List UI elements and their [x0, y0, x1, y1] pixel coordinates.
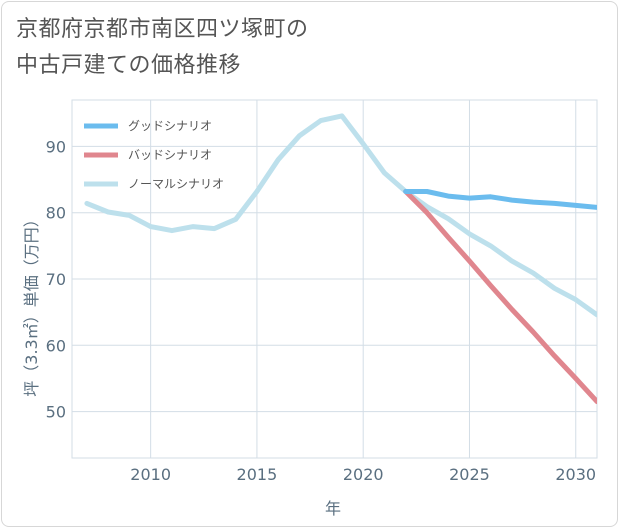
x-tick-label: 2025 [449, 465, 490, 484]
y-tick-label: 60 [46, 336, 66, 355]
x-tick-label: 2010 [130, 465, 171, 484]
legend-label: グッドシナリオ [128, 119, 212, 133]
x-tick-label: 2020 [343, 465, 384, 484]
y-tick-label: 80 [46, 204, 66, 223]
grid-lines [71, 99, 598, 459]
y-tick-label: 50 [46, 403, 66, 422]
x-tick-labels: 2010 2015 2020 2025 2030 [130, 465, 596, 484]
title-line-2: 中古戸建ての価格推移 [16, 53, 242, 78]
y-tick-label: 70 [46, 270, 66, 289]
x-tick-label: 2030 [555, 465, 596, 484]
legend-label: バッドシナリオ [128, 148, 212, 162]
legend-label: ノーマルシナリオ [128, 177, 224, 191]
series-lines [84, 113, 597, 405]
y-tick-label: 90 [46, 137, 66, 156]
series-line-normal [84, 113, 597, 318]
x-tick-label: 2015 [237, 465, 278, 484]
series-line-good [403, 189, 597, 210]
chart-title: 京都府京都市南区四ツ塚町の 中古戸建ての価格推移 [16, 12, 309, 84]
y-axis-label: 坪（3.3㎡）単価（万円） [22, 211, 41, 396]
x-axis-label: 年 [325, 499, 341, 518]
series-line-bad [403, 189, 597, 405]
y-tick-labels: 50 60 70 80 90 [46, 137, 66, 421]
title-line-1: 京都府京都市南区四ツ塚町の [16, 17, 309, 42]
